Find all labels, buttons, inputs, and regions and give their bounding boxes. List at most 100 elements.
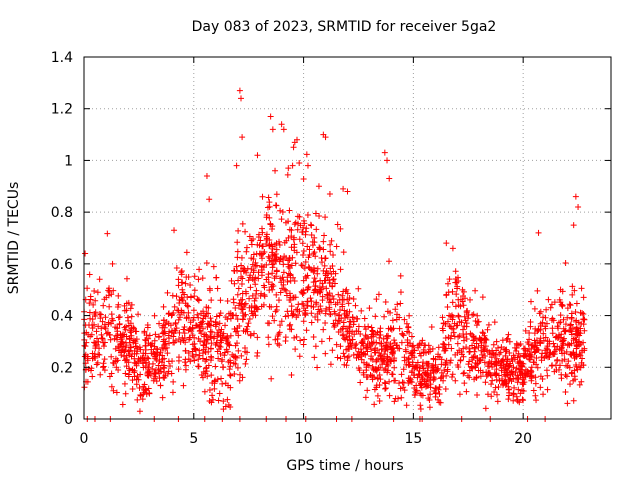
data-point bbox=[183, 315, 190, 322]
data-point bbox=[115, 292, 122, 299]
data-point bbox=[219, 364, 226, 371]
data-point bbox=[409, 359, 416, 366]
data-point bbox=[318, 307, 325, 314]
data-point bbox=[547, 304, 554, 311]
data-point bbox=[312, 313, 319, 320]
data-point bbox=[331, 324, 338, 331]
data-point bbox=[467, 296, 474, 303]
data-point bbox=[108, 353, 115, 360]
data-point bbox=[345, 353, 352, 360]
data-point bbox=[268, 375, 275, 382]
data-point bbox=[223, 335, 230, 342]
data-point bbox=[292, 260, 299, 267]
data-point bbox=[564, 363, 571, 370]
data-point bbox=[100, 343, 107, 350]
data-point bbox=[340, 296, 347, 303]
data-point bbox=[334, 354, 341, 361]
data-point bbox=[269, 313, 276, 320]
data-point bbox=[368, 324, 375, 331]
data-point bbox=[322, 350, 329, 357]
data-point bbox=[289, 162, 296, 169]
data-point bbox=[243, 248, 250, 255]
data-point bbox=[425, 364, 432, 371]
data-point bbox=[291, 221, 298, 228]
data-point bbox=[280, 261, 287, 268]
data-point bbox=[496, 377, 503, 384]
data-point bbox=[484, 347, 491, 354]
data-point bbox=[375, 291, 382, 298]
data-point bbox=[505, 396, 512, 403]
data-point bbox=[537, 340, 544, 347]
data-point bbox=[211, 385, 218, 392]
data-point bbox=[176, 311, 183, 318]
data-point bbox=[472, 287, 479, 294]
data-point bbox=[304, 162, 311, 169]
data-point bbox=[269, 126, 276, 133]
data-point bbox=[314, 316, 321, 323]
data-point bbox=[281, 253, 288, 260]
data-point bbox=[385, 333, 392, 340]
data-point bbox=[494, 398, 501, 405]
data-point bbox=[191, 273, 198, 280]
data-point bbox=[365, 335, 372, 342]
data-point bbox=[485, 370, 492, 377]
data-point bbox=[203, 332, 210, 339]
data-point bbox=[330, 251, 337, 258]
data-point bbox=[137, 391, 144, 398]
data-point bbox=[575, 203, 582, 210]
data-point bbox=[87, 296, 94, 303]
data-point bbox=[558, 331, 565, 338]
data-point bbox=[406, 377, 413, 384]
data-point bbox=[357, 353, 364, 360]
data-point bbox=[570, 349, 577, 356]
data-point bbox=[567, 302, 574, 309]
data-point bbox=[145, 385, 152, 392]
data-point bbox=[89, 350, 96, 357]
data-point bbox=[567, 381, 574, 388]
data-point bbox=[466, 358, 473, 365]
data-point bbox=[548, 362, 555, 369]
data-point bbox=[128, 353, 135, 360]
data-point bbox=[314, 310, 321, 317]
data-point bbox=[134, 348, 141, 355]
data-point bbox=[405, 356, 412, 363]
data-point bbox=[488, 360, 495, 367]
data-point bbox=[312, 343, 319, 350]
data-point bbox=[284, 171, 291, 178]
data-point bbox=[181, 291, 188, 298]
data-point bbox=[189, 348, 196, 355]
data-point bbox=[204, 373, 211, 380]
data-point bbox=[409, 343, 416, 350]
data-point bbox=[282, 337, 289, 344]
data-point bbox=[263, 241, 270, 248]
data-point bbox=[369, 328, 376, 335]
data-point bbox=[421, 342, 428, 349]
data-point bbox=[309, 242, 316, 249]
data-point bbox=[343, 362, 350, 369]
data-point bbox=[181, 323, 188, 330]
data-point bbox=[484, 391, 491, 398]
data-point bbox=[477, 373, 484, 380]
data-point bbox=[238, 352, 245, 359]
data-point bbox=[196, 328, 203, 335]
data-point bbox=[564, 314, 571, 321]
data-point bbox=[93, 335, 100, 342]
data-point bbox=[275, 297, 282, 304]
data-point bbox=[376, 372, 383, 379]
data-point bbox=[358, 339, 365, 346]
data-point bbox=[124, 356, 131, 363]
data-point bbox=[179, 297, 186, 304]
data-point bbox=[531, 305, 538, 312]
data-point bbox=[173, 293, 180, 300]
data-point bbox=[558, 301, 565, 308]
data-point bbox=[201, 331, 208, 338]
data-point bbox=[340, 350, 347, 357]
data-point bbox=[265, 253, 272, 260]
data-point bbox=[196, 347, 203, 354]
data-point bbox=[389, 349, 396, 356]
data-point bbox=[115, 367, 122, 374]
data-point bbox=[301, 309, 308, 316]
data-point bbox=[498, 364, 505, 371]
data-point bbox=[322, 277, 329, 284]
data-point bbox=[297, 337, 304, 344]
